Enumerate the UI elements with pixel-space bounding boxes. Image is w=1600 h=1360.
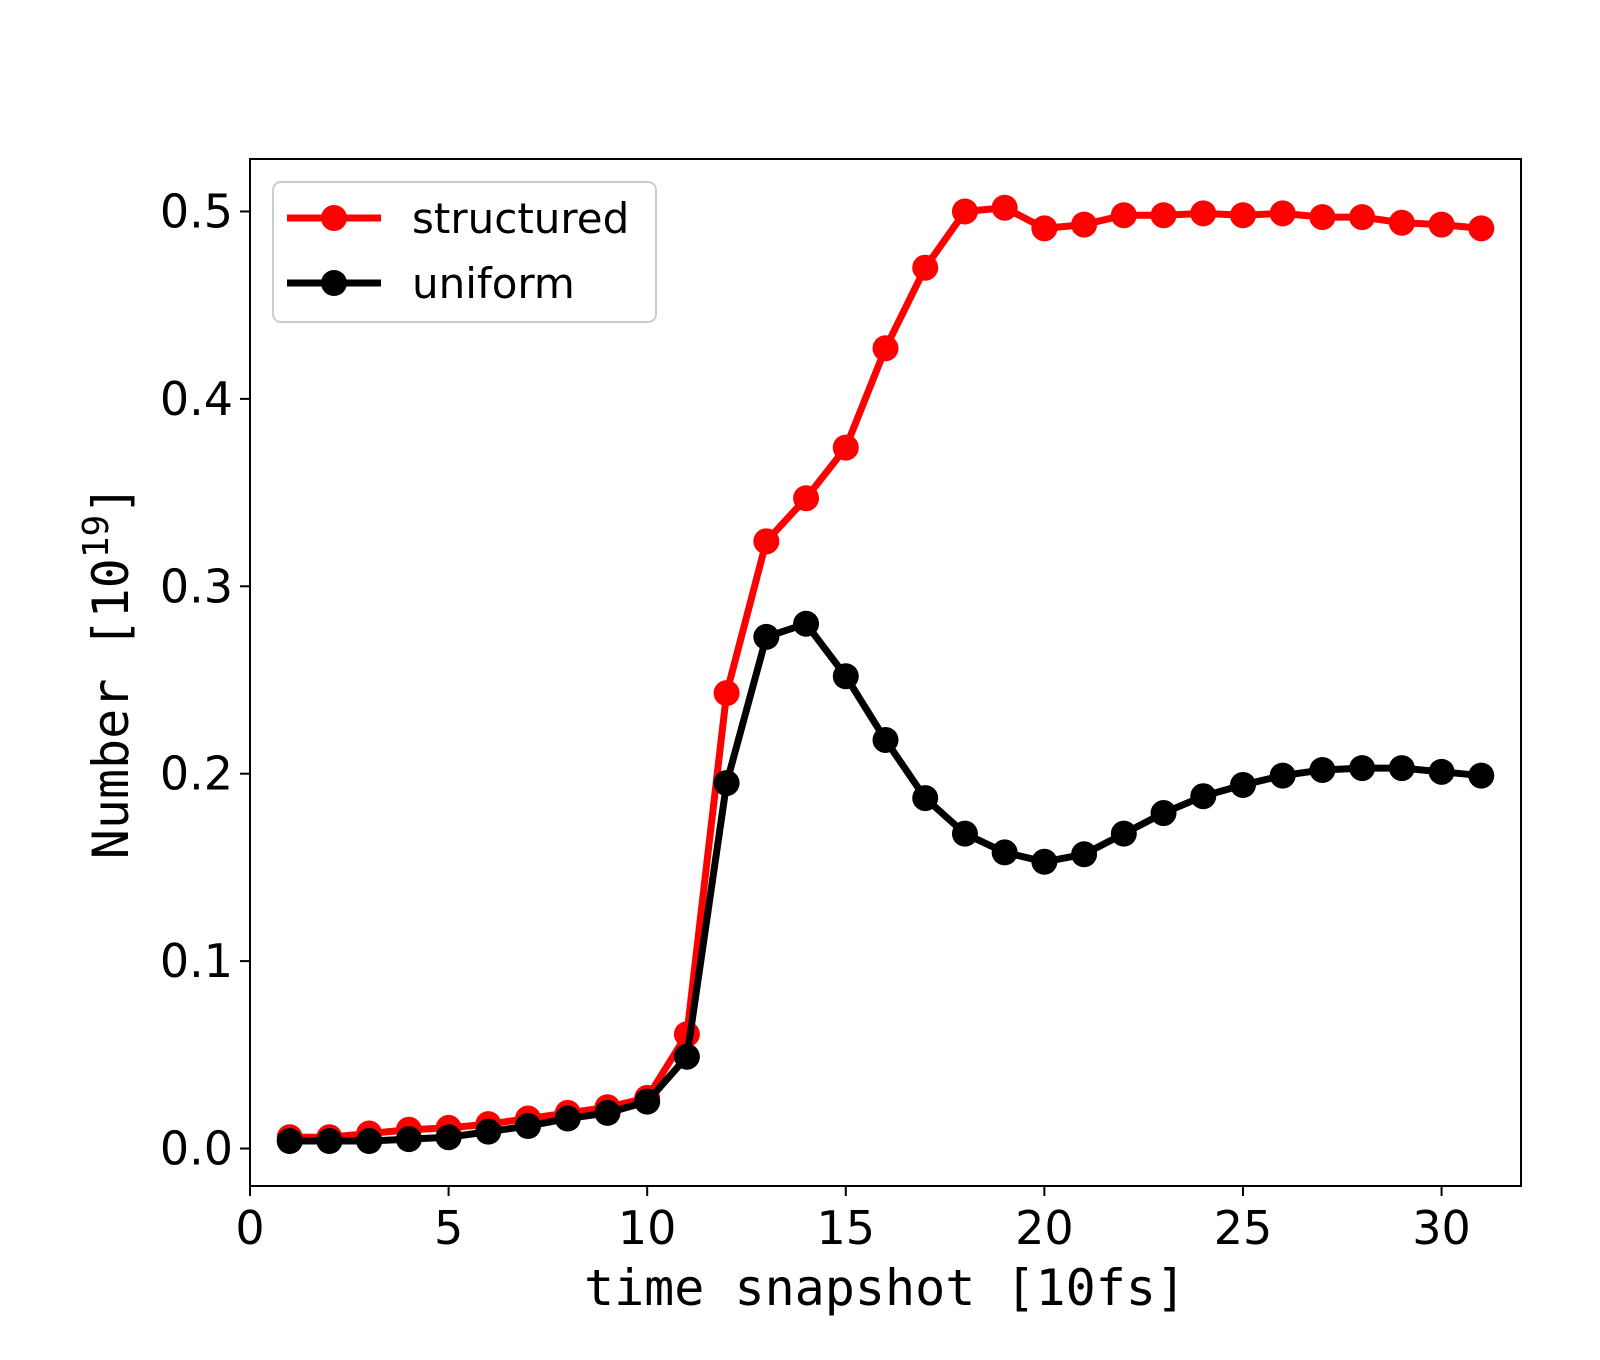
x-tick-label: 20	[1015, 1201, 1074, 1255]
x-tick-label: 5	[434, 1201, 463, 1255]
data-point-structured	[872, 335, 899, 362]
plot-frame	[249, 158, 1522, 1187]
data-point-uniform	[912, 785, 939, 812]
data-point-uniform	[316, 1128, 343, 1155]
series-layer	[276, 194, 1495, 1155]
data-point-uniform	[673, 1043, 700, 1070]
data-point-uniform	[1229, 771, 1256, 798]
x-tick-label: 25	[1214, 1201, 1273, 1255]
series-structured	[276, 194, 1495, 1151]
data-point-uniform	[1388, 755, 1415, 782]
data-point-uniform	[753, 623, 780, 650]
x-tick-label: 0	[235, 1201, 264, 1255]
data-point-structured	[1110, 202, 1137, 229]
data-point-structured	[951, 198, 978, 225]
data-point-structured	[1468, 215, 1495, 242]
y-axis: 0.0 0.1 0.2 0.3 0.4 0.5	[160, 184, 250, 1176]
data-point-uniform	[1309, 756, 1336, 783]
x-tick-label: 30	[1412, 1201, 1471, 1255]
data-point-uniform	[713, 770, 740, 797]
data-point-uniform	[435, 1124, 462, 1151]
data-point-uniform	[594, 1099, 621, 1126]
x-tick-label: 10	[618, 1201, 677, 1255]
data-point-uniform	[475, 1118, 502, 1145]
data-point-structured	[832, 434, 859, 461]
data-point-structured	[1349, 204, 1376, 231]
x-axis-label: time snapshot [10fs]	[584, 1259, 1186, 1317]
data-point-uniform	[1349, 755, 1376, 782]
y-tick-label: 0.1	[160, 934, 233, 988]
legend-label-uniform: uniform	[412, 259, 575, 308]
data-point-uniform	[1428, 758, 1455, 785]
data-point-uniform	[1110, 820, 1137, 847]
data-point-uniform	[276, 1128, 303, 1155]
data-point-uniform	[634, 1088, 661, 1115]
data-point-uniform	[1150, 800, 1177, 827]
data-point-uniform	[395, 1126, 422, 1153]
legend-marker-uniform	[321, 270, 347, 296]
data-point-structured	[1031, 215, 1058, 242]
data-point-structured	[912, 254, 939, 281]
y-tick-label: 0.3	[160, 559, 233, 613]
legend: structured uniform	[272, 181, 657, 323]
data-point-structured	[1190, 200, 1217, 227]
y-tick-label: 0.4	[160, 372, 233, 426]
x-axis: 0 5 10 15 20 25 30	[235, 1186, 1471, 1255]
data-point-structured	[1309, 204, 1336, 231]
data-point-structured	[1269, 200, 1296, 227]
data-point-uniform	[515, 1113, 542, 1140]
data-point-structured	[1428, 211, 1455, 238]
data-point-structured	[1388, 209, 1415, 236]
x-tick-label: 15	[817, 1201, 876, 1255]
y-tick-label: 0.5	[160, 184, 233, 238]
data-point-structured	[793, 485, 820, 512]
data-point-uniform	[1468, 762, 1495, 789]
data-point-uniform	[793, 610, 820, 637]
data-point-uniform	[872, 726, 899, 753]
data-point-structured	[753, 528, 780, 555]
data-point-structured	[1229, 202, 1256, 229]
series-line-uniform	[289, 620, 1482, 1145]
data-point-uniform	[832, 663, 859, 690]
data-point-structured	[713, 680, 740, 707]
data-point-uniform	[356, 1128, 383, 1155]
legend-marker-structured	[321, 205, 347, 231]
data-point-uniform	[991, 839, 1018, 866]
y-tick-label: 0.0	[160, 1122, 233, 1176]
y-axis-label: Number [1019]	[76, 485, 140, 860]
data-point-structured	[991, 194, 1018, 221]
data-point-uniform	[1031, 848, 1058, 875]
legend-label-structured: structured	[412, 194, 629, 243]
data-point-uniform	[1269, 762, 1296, 789]
data-point-structured	[1150, 202, 1177, 229]
series-uniform	[276, 610, 1495, 1155]
data-point-structured	[1071, 211, 1098, 238]
data-point-uniform	[1071, 841, 1098, 868]
data-point-uniform	[1190, 783, 1217, 810]
data-point-uniform	[554, 1105, 581, 1132]
y-tick-label: 0.2	[160, 747, 233, 801]
data-point-uniform	[951, 820, 978, 847]
